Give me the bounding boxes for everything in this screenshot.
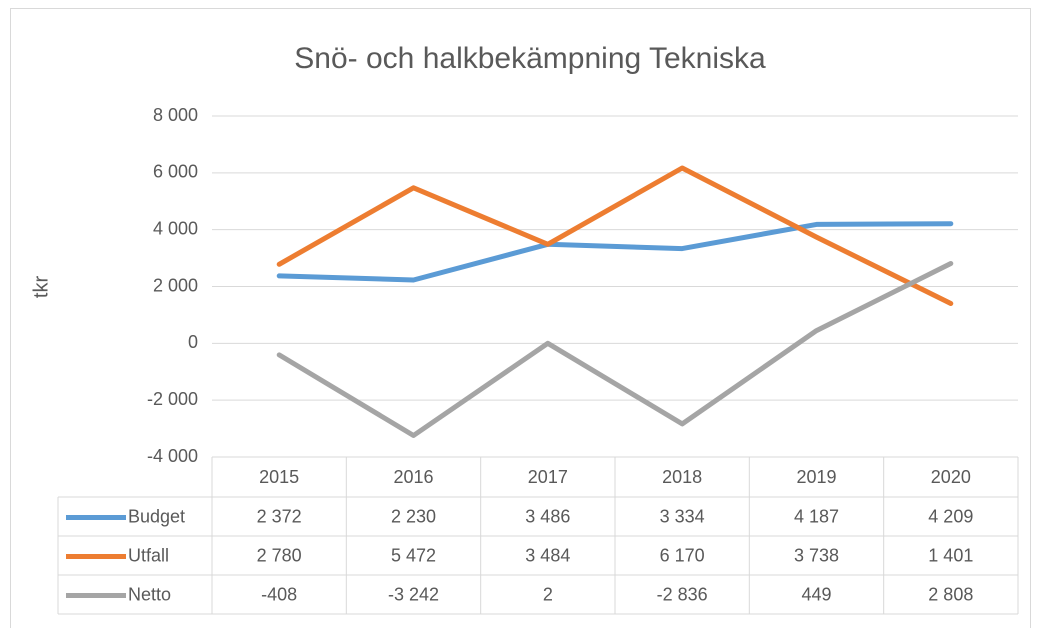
y-tick-label: 8 000 bbox=[153, 105, 198, 125]
x-tick-label: 2015 bbox=[259, 467, 299, 487]
line bbox=[276, 261, 954, 438]
x-tick-label: 2019 bbox=[796, 467, 836, 487]
y-tick-label: 2 000 bbox=[153, 275, 198, 295]
legend-label: Utfall bbox=[128, 545, 169, 565]
chart-border bbox=[10, 8, 1031, 628]
chart-title: Snö- och halkbekämpning Tekniska bbox=[294, 42, 766, 75]
y-tick-label: -2 000 bbox=[147, 389, 198, 409]
table-value: 5 472 bbox=[391, 545, 436, 565]
table-value: 4 209 bbox=[928, 506, 973, 526]
legend-label: Netto bbox=[128, 584, 171, 604]
y-tick-label: 6 000 bbox=[153, 162, 198, 182]
line bbox=[276, 165, 954, 306]
table-value: -408 bbox=[261, 584, 297, 604]
y-axis-label: tkr bbox=[30, 276, 52, 299]
table-value: 6 170 bbox=[660, 545, 705, 565]
table-value: -3 242 bbox=[388, 584, 439, 604]
table-value: 4 187 bbox=[794, 506, 839, 526]
line bbox=[276, 221, 954, 283]
x-tick-label: 2018 bbox=[662, 467, 702, 487]
x-tick-label: 2020 bbox=[931, 467, 971, 487]
table-value: 2 230 bbox=[391, 506, 436, 526]
table-value: 2 bbox=[543, 584, 553, 604]
y-tick-label: 0 bbox=[188, 332, 198, 352]
table-value: 3 738 bbox=[794, 545, 839, 565]
x-tick-label: 2016 bbox=[393, 467, 433, 487]
table-value: 3 334 bbox=[660, 506, 705, 526]
table-value: 3 486 bbox=[525, 506, 570, 526]
table-value: -2 836 bbox=[657, 584, 708, 604]
table-value: 1 401 bbox=[928, 545, 973, 565]
table-value: 2 372 bbox=[257, 506, 302, 526]
legend-label: Budget bbox=[128, 506, 185, 526]
table-value: 2 780 bbox=[257, 545, 302, 565]
y-tick-label: -4 000 bbox=[147, 446, 198, 466]
table-value: 449 bbox=[801, 584, 831, 604]
x-tick-label: 2017 bbox=[528, 467, 568, 487]
table-value: 2 808 bbox=[928, 584, 973, 604]
table-value: 3 484 bbox=[525, 545, 570, 565]
y-tick-label: 4 000 bbox=[153, 218, 198, 238]
